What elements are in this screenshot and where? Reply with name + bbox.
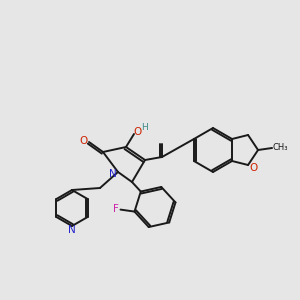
Text: O: O: [134, 127, 142, 137]
Text: H: H: [141, 124, 147, 133]
Text: N: N: [68, 225, 76, 235]
Text: O: O: [249, 163, 257, 173]
Text: F: F: [112, 204, 118, 214]
Text: N: N: [109, 169, 117, 179]
Text: CH₃: CH₃: [272, 142, 288, 152]
Text: O: O: [80, 136, 88, 146]
